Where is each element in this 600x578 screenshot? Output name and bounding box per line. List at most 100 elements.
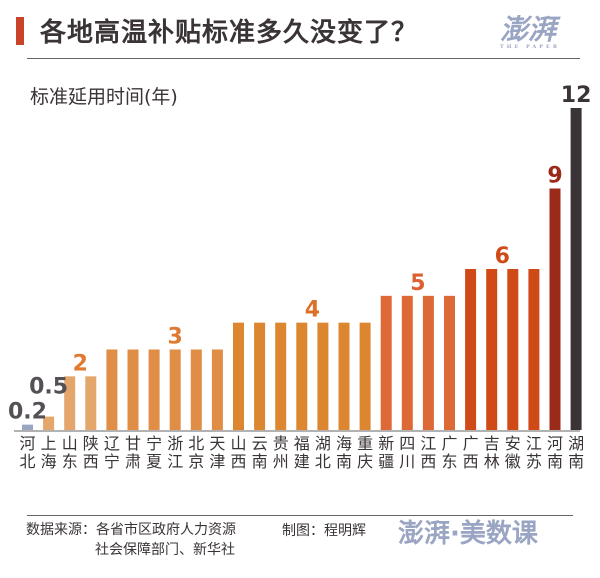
x-tick-label: 河 xyxy=(19,434,35,453)
x-tick-label: 海 xyxy=(336,434,352,453)
x-tick-label: 南 xyxy=(252,452,268,471)
bar-海南 xyxy=(338,322,350,430)
x-tick-label: 广 xyxy=(441,434,457,453)
bar-浙江 xyxy=(169,349,181,430)
bar-辽宁 xyxy=(106,349,118,430)
bar-江苏 xyxy=(528,269,540,430)
x-tick-label: 山 xyxy=(62,434,78,453)
bar-广东 xyxy=(444,295,455,430)
bar-上海 xyxy=(43,416,55,430)
source-line-1: 数据来源：各省市区政府人力资源 xyxy=(26,522,236,538)
data-label: 5 xyxy=(410,271,425,296)
bar-重庆 xyxy=(359,322,371,430)
x-tick-label: 西 xyxy=(230,452,246,471)
x-tick-label: 徽 xyxy=(505,452,521,471)
data-source: 数据来源：各省市区政府人力资源 社会保障部门、新华社 xyxy=(26,520,236,560)
x-tick-label: 建 xyxy=(294,452,310,471)
bar-云南 xyxy=(254,322,266,430)
data-label: 0.5 xyxy=(29,375,68,400)
data-label: 0.2 xyxy=(8,400,47,425)
bar-湖北 xyxy=(317,322,329,430)
bar-广西 xyxy=(465,269,477,430)
x-tick-label: 津 xyxy=(209,452,225,471)
x-tick-label: 江 xyxy=(526,434,542,453)
bar-四川 xyxy=(401,295,413,430)
x-tick-label: 宁 xyxy=(104,452,120,471)
bar-北京 xyxy=(190,349,202,430)
x-tick-label: 夏 xyxy=(146,452,162,471)
x-tick-label: 贵 xyxy=(273,434,289,453)
bar-贵州 xyxy=(275,322,287,430)
bar-江西 xyxy=(422,295,434,430)
x-tick-label: 江 xyxy=(167,452,183,471)
x-tick-label: 浙 xyxy=(167,434,183,453)
y-axis-label: 标准延用时间(年) xyxy=(30,86,178,108)
x-tick-label: 北 xyxy=(19,452,35,471)
x-tick-label: 东 xyxy=(441,452,457,471)
x-tick-label: 肃 xyxy=(125,452,141,471)
x-tick-label: 上 xyxy=(41,434,57,453)
x-tick-label: 福 xyxy=(294,434,310,453)
x-tick-label: 陕 xyxy=(83,434,99,453)
page-title: 各地高温补贴标准多久没变了？ xyxy=(40,18,419,48)
data-label: 6 xyxy=(495,244,510,269)
x-tick-label: 苏 xyxy=(526,452,542,471)
the-paper-logo: 澎湃 THE PAPER xyxy=(500,13,560,50)
x-tick-label: 北 xyxy=(315,452,331,471)
x-tick-label: 南 xyxy=(568,452,584,471)
x-tick-label: 州 xyxy=(273,452,289,471)
x-tick-label: 海 xyxy=(41,452,57,471)
x-tick-label: 疆 xyxy=(378,452,394,471)
bar-吉林 xyxy=(486,269,498,430)
bar-新疆 xyxy=(380,295,392,430)
x-tick-label: 东 xyxy=(62,452,78,471)
x-tick-label: 江 xyxy=(420,434,436,453)
x-tick-label: 四 xyxy=(399,434,415,453)
bar-河南 xyxy=(549,188,561,430)
data-label: 12 xyxy=(561,83,592,108)
x-tick-label: 南 xyxy=(336,452,352,471)
x-tick-label: 京 xyxy=(188,452,204,471)
title-accent-bar xyxy=(16,17,24,45)
top-divider xyxy=(27,58,580,59)
x-tick-label: 天 xyxy=(209,434,225,453)
data-label: 9 xyxy=(547,164,562,189)
data-label: 4 xyxy=(305,298,320,323)
data-label: 3 xyxy=(168,325,183,350)
x-tick-label: 南 xyxy=(547,452,563,471)
bar-山西 xyxy=(233,322,244,430)
bar-河北 xyxy=(22,424,33,430)
bar-山东 xyxy=(64,376,76,430)
x-tick-label: 安 xyxy=(505,434,521,453)
x-tick-label: 北 xyxy=(188,434,204,453)
x-tick-label: 云 xyxy=(252,434,268,453)
x-tick-label: 湖 xyxy=(315,434,331,453)
x-tick-label: 川 xyxy=(399,452,415,471)
bar-陕西 xyxy=(85,376,97,430)
bar-chart: 河北上海山东陕西辽宁甘肃宁夏浙江北京天津山西云南贵州福建湖北海南重庆新疆四川江西… xyxy=(8,83,592,471)
x-tick-label: 广 xyxy=(463,434,479,453)
x-tick-label: 西 xyxy=(420,452,436,471)
bar-甘肃 xyxy=(127,349,139,430)
brand-logo: 澎湃·美数课 xyxy=(398,519,538,549)
x-tick-label: 重 xyxy=(357,434,373,453)
x-tick-label: 辽 xyxy=(104,434,120,453)
data-label: 2 xyxy=(73,351,88,376)
bar-宁夏 xyxy=(148,349,160,430)
x-tick-label: 山 xyxy=(230,434,246,453)
x-tick-label: 林 xyxy=(484,452,500,471)
x-tick-label: 西 xyxy=(83,452,99,471)
bar-湖南 xyxy=(570,108,582,430)
source-line-2: 社会保障部门、新华社 xyxy=(95,542,235,558)
x-tick-label: 西 xyxy=(463,452,479,471)
bar-福建 xyxy=(296,322,308,430)
bar-安徽 xyxy=(507,269,519,430)
x-tick-label: 河 xyxy=(547,434,563,453)
x-tick-label: 宁 xyxy=(146,434,162,453)
x-tick-label: 甘 xyxy=(125,434,141,453)
bar-天津 xyxy=(211,349,223,430)
x-tick-label: 新 xyxy=(378,434,394,453)
chart-credit: 制图：程明辉 xyxy=(282,523,366,539)
x-tick-label: 庆 xyxy=(357,452,373,471)
